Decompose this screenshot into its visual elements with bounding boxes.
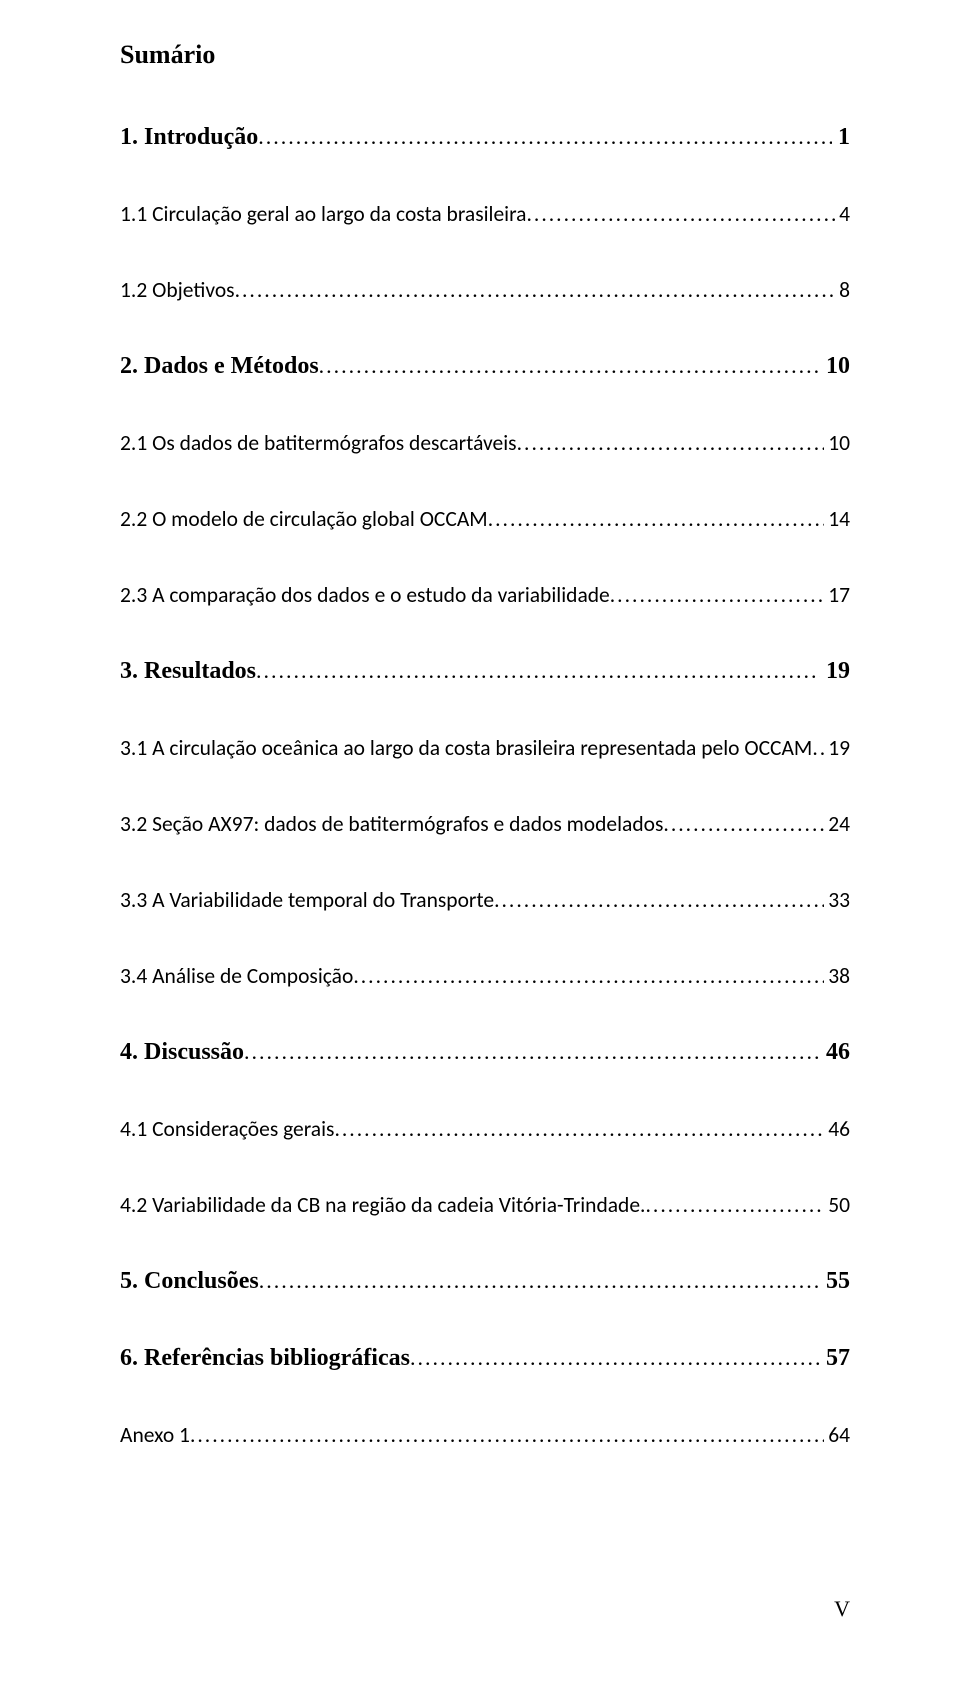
toc-leader-dots: [244, 1039, 820, 1065]
toc-entry: 2.3 A comparação dos dados e o estudo da…: [120, 582, 850, 608]
toc-leader-dots: [235, 277, 836, 303]
toc-leader-dots: [353, 963, 824, 989]
toc-leader-dots: [190, 1422, 824, 1448]
toc-entry-page: 24: [824, 811, 850, 837]
toc-entry-page: 19: [820, 658, 850, 685]
toc-leader-dots: [319, 353, 820, 379]
toc-entry: 3.3 A Variabilidade temporal do Transpor…: [120, 887, 850, 913]
toc-entry-page: 10: [820, 353, 850, 380]
toc-entry-label: Anexo 1: [120, 1422, 190, 1448]
toc-entry-page: 14: [824, 506, 850, 532]
toc-entry-page: 50: [824, 1192, 850, 1218]
toc-entry-label: 1.2 Objetivos: [120, 277, 235, 303]
toc-entry-page: 10: [824, 430, 850, 456]
toc-entry: 6. Referências bibliográficas 57: [120, 1345, 850, 1372]
toc-entry-page: 1: [832, 124, 850, 151]
toc-entry-page: 19: [824, 735, 850, 761]
toc-entry: 1.1 Circulação geral ao largo da costa b…: [120, 201, 850, 227]
table-of-contents: 1. Introdução 1 1.1 Circulação geral ao la…: [120, 124, 850, 1448]
toc-entry-label: 2.2 O modelo de circulação global OCCAM: [120, 506, 488, 532]
toc-entry-page: 8: [835, 277, 850, 303]
toc-entry: Anexo 1 64: [120, 1422, 850, 1448]
toc-entry: 2.1 Os dados de batitermógrafos descartá…: [120, 430, 850, 456]
toc-entry: 3.1 A circulação oceânica ao largo da co…: [120, 735, 850, 761]
toc-entry: 3.2 Seção AX97: dados de batitermógrafos…: [120, 811, 850, 837]
toc-entry-label: 3.3 A Variabilidade temporal do Transpor…: [120, 887, 494, 913]
toc-entry: 1.2 Objetivos 8: [120, 277, 850, 303]
toc-entry-label: 2. Dados e Métodos: [120, 353, 319, 380]
toc-entry: 4. Discussão 46: [120, 1039, 850, 1066]
toc-entry: 3. Resultados 19: [120, 658, 850, 685]
toc-entry-label: 4.2 Variabilidade da CB na região da cad…: [120, 1192, 645, 1218]
toc-entry-page: 33: [824, 887, 850, 913]
toc-leader-dots: [526, 201, 835, 227]
toc-entry-label: 3.2 Seção AX97: dados de batitermógrafos…: [120, 811, 663, 837]
toc-entry-page: 64: [824, 1422, 850, 1448]
toc-entry-label: 1. Introdução: [120, 124, 258, 151]
toc-leader-dots: [334, 1116, 824, 1142]
toc-entry-label: 2.1 Os dados de batitermógrafos descartá…: [120, 430, 517, 456]
toc-entry: 2.2 O modelo de circulação global OCCAM 1…: [120, 506, 850, 532]
page-footer-number: V: [834, 1596, 850, 1622]
toc-entry: 2. Dados e Métodos 10: [120, 353, 850, 380]
toc-entry-label: 4.1 Considerações gerais: [120, 1116, 334, 1142]
toc-entry-label: 1.1 Circulação geral ao largo da costa b…: [120, 201, 526, 227]
toc-leader-dots: [259, 1268, 820, 1294]
page-title: Sumário: [120, 40, 850, 70]
toc-entry-label: 3.1 A circulação oceânica ao largo da co…: [120, 735, 812, 761]
toc-leader-dots: [488, 506, 825, 532]
toc-entry-label: 3.4 Análise de Composição: [120, 963, 353, 989]
toc-entry-label: 6. Referências bibliográficas: [120, 1345, 410, 1372]
toc-leader-dots: [258, 124, 832, 150]
toc-entry-label: 5. Conclusões: [120, 1268, 259, 1295]
toc-leader-dots: [812, 735, 824, 761]
toc-entry-page: 4: [835, 201, 850, 227]
toc-entry-label: 3. Resultados: [120, 658, 256, 685]
toc-entry-page: 46: [824, 1116, 850, 1142]
toc-leader-dots: [517, 430, 825, 456]
toc-entry: 4.2 Variabilidade da CB na região da cad…: [120, 1192, 850, 1218]
toc-entry-label: 4. Discussão: [120, 1039, 244, 1066]
toc-entry-label: 2.3 A comparação dos dados e o estudo da…: [120, 582, 610, 608]
toc-leader-dots: [645, 1192, 824, 1218]
toc-leader-dots: [663, 811, 824, 837]
toc-entry-page: 46: [820, 1039, 850, 1066]
toc-entry-page: 55: [820, 1268, 850, 1295]
toc-entry: 3.4 Análise de Composição 38: [120, 963, 850, 989]
toc-entry: 5. Conclusões 55: [120, 1268, 850, 1295]
toc-leader-dots: [256, 658, 820, 684]
toc-entry: 1. Introdução 1: [120, 124, 850, 151]
toc-entry: 4.1 Considerações gerais 46: [120, 1116, 850, 1142]
toc-entry-page: 38: [824, 963, 850, 989]
toc-entry-page: 17: [824, 582, 850, 608]
toc-leader-dots: [410, 1345, 820, 1371]
toc-leader-dots: [610, 582, 824, 608]
toc-entry-page: 57: [820, 1345, 850, 1372]
toc-leader-dots: [494, 887, 824, 913]
